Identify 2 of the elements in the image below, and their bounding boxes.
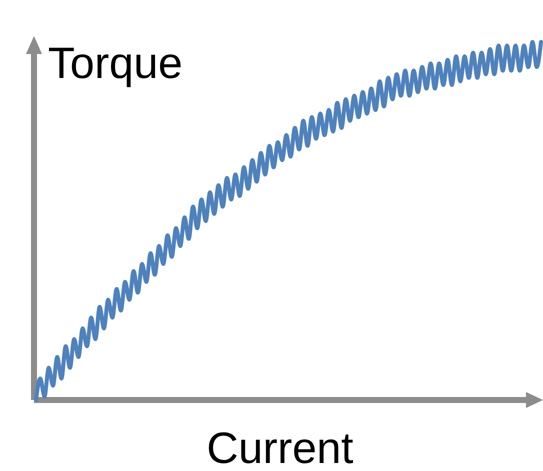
y-axis-title: Torque [48,39,183,88]
x-axis-title: Current [206,424,354,471]
